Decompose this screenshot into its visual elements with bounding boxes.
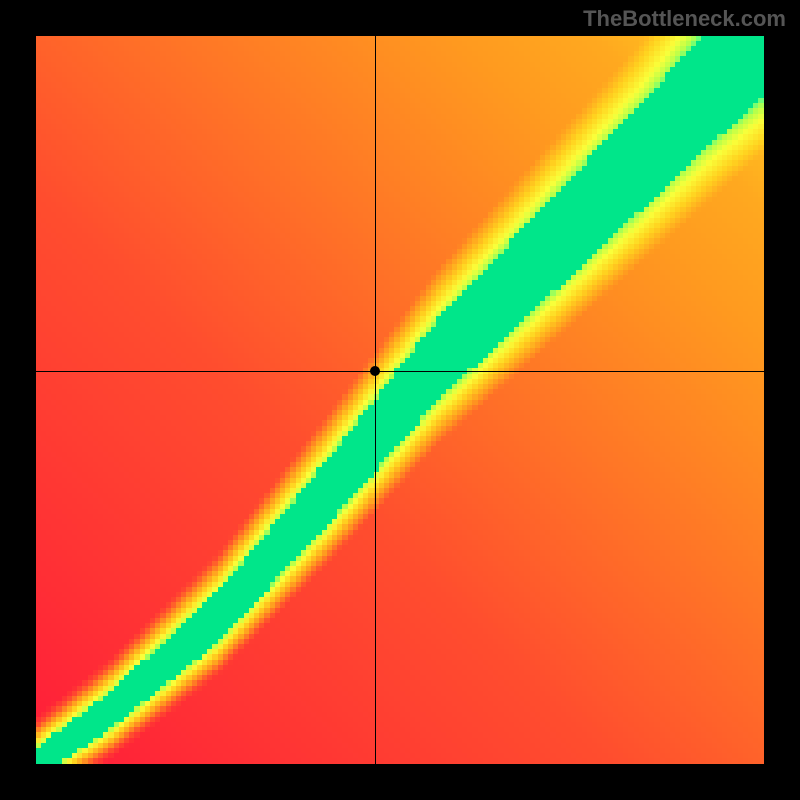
- heatmap-canvas: [36, 36, 764, 764]
- crosshair-vertical: [375, 36, 376, 764]
- heatmap-plot: [36, 36, 764, 764]
- watermark-text: TheBottleneck.com: [583, 6, 786, 32]
- crosshair-horizontal: [36, 371, 764, 372]
- chart-container: TheBottleneck.com: [0, 0, 800, 800]
- crosshair-dot: [370, 366, 380, 376]
